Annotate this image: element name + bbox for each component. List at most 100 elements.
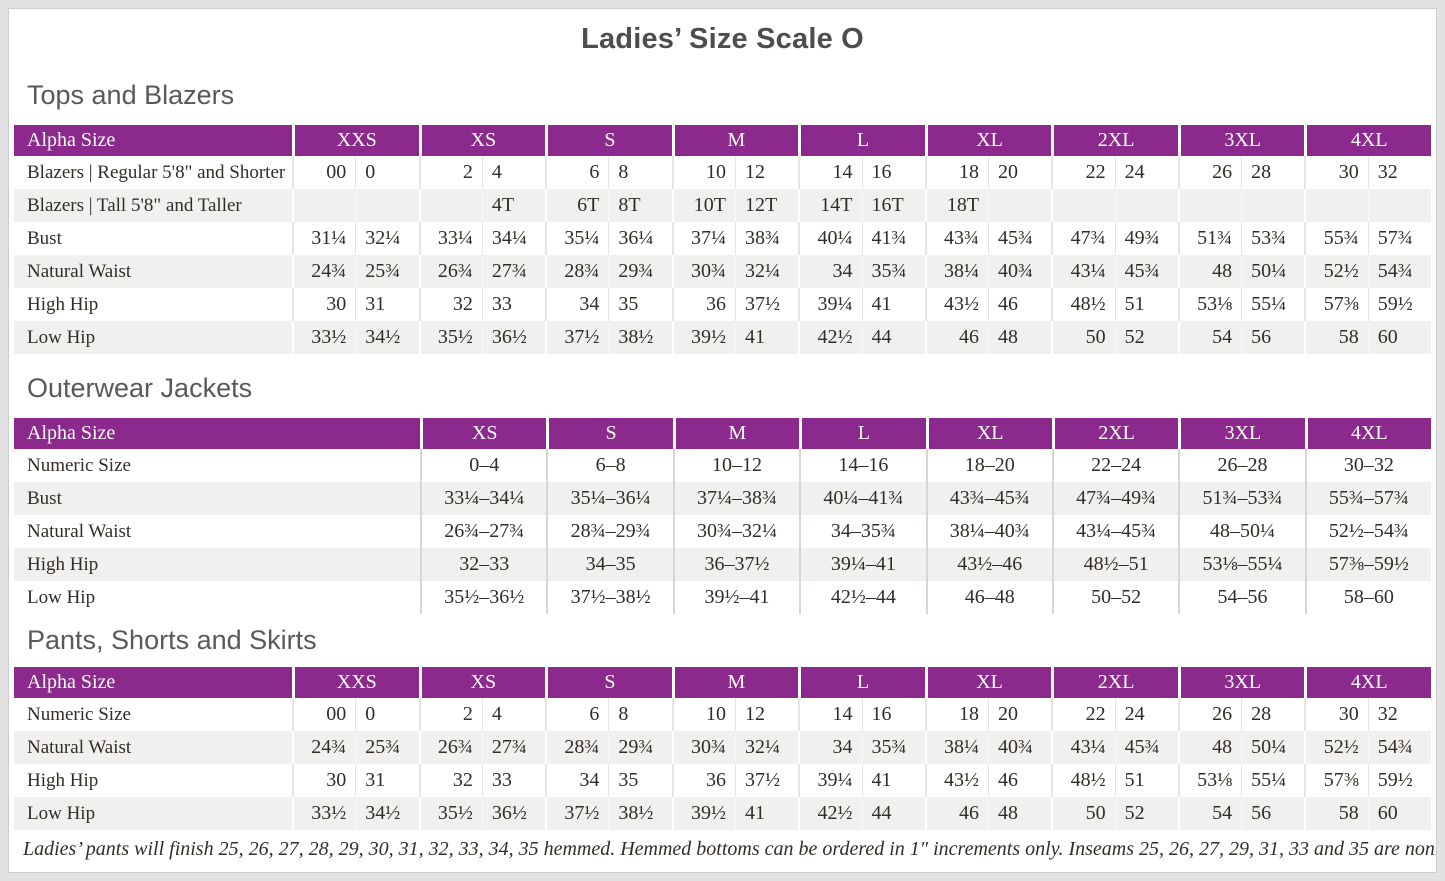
size-cell: 34 bbox=[545, 764, 608, 798]
size-cell: 53⅛–55¼ bbox=[1178, 548, 1305, 582]
size-cell: 38¼ bbox=[924, 731, 989, 765]
row-label-natural-waist: Natural Waist bbox=[27, 520, 132, 542]
size-table-pants-shorts-and-skirts: Alpha Size XXS XS S M L XL 2XL 3XL 4XL Numeric Siz… bbox=[14, 667, 1431, 831]
row-label-high-hip: High Hip bbox=[27, 769, 99, 791]
size-cell: 46 bbox=[924, 321, 989, 355]
size-cell: 50 bbox=[1051, 797, 1115, 831]
size-cell: 10 bbox=[671, 698, 735, 732]
column-header-s: S bbox=[546, 418, 673, 450]
size-cell: 18–20 bbox=[925, 449, 1052, 483]
size-cell: 26 bbox=[1177, 156, 1241, 190]
column-header-s: S bbox=[545, 125, 672, 157]
column-header-xs: XS bbox=[418, 125, 546, 157]
size-cell: 27¾ bbox=[481, 731, 546, 765]
size-cell: 14–16 bbox=[799, 449, 925, 483]
size-cell: 45¾ bbox=[1114, 731, 1178, 765]
size-cell: 26–28 bbox=[1178, 449, 1304, 483]
size-cell: 37¼–38¾ bbox=[672, 482, 800, 516]
size-cell: 35 bbox=[608, 288, 671, 322]
size-cell: 28¾ bbox=[545, 255, 609, 289]
size-cell: 54 bbox=[1177, 797, 1242, 831]
size-cell: 12T bbox=[734, 189, 799, 223]
size-cell: 29¾ bbox=[608, 255, 672, 289]
row-label-numeric-size: Numeric Size bbox=[27, 703, 131, 725]
size-cell: 24 bbox=[1114, 698, 1178, 732]
size-cell: 27¾ bbox=[481, 255, 546, 289]
size-cell: 45¾ bbox=[1114, 255, 1178, 289]
size-cell: 30 bbox=[1304, 698, 1367, 732]
size-cell: 54 bbox=[1177, 321, 1242, 355]
size-cell: 30¾ bbox=[671, 255, 735, 289]
column-header-xs: XS bbox=[420, 418, 547, 450]
size-cell: 50¼ bbox=[1241, 255, 1305, 289]
size-cell: 37½ bbox=[545, 797, 609, 831]
size-cell: 43¼ bbox=[1051, 731, 1115, 765]
size-cell: 25¾ bbox=[355, 255, 419, 289]
size-cell: 31 bbox=[355, 764, 418, 798]
size-cell: 57¾ bbox=[1367, 222, 1431, 256]
size-cell: 38¾ bbox=[734, 222, 798, 256]
size-cell: 47¾–49¾ bbox=[1051, 482, 1179, 516]
size-cell: 36½ bbox=[481, 797, 546, 831]
size-cell: 41 bbox=[861, 764, 925, 798]
size-cell: 10 bbox=[671, 156, 735, 190]
row-label-high-hip: High Hip bbox=[27, 293, 99, 315]
size-cell: 49¾ bbox=[1114, 222, 1178, 256]
size-cell: 57⅜ bbox=[1304, 288, 1367, 322]
section-pants-shorts-and-skirts: Pants, Shorts and Skirts Alpha Size XXS XS… bbox=[9, 623, 1436, 831]
size-cell: 46–48 bbox=[925, 581, 1052, 615]
size-cell: 54¾ bbox=[1367, 255, 1431, 289]
size-cell: 55¾ bbox=[1304, 222, 1367, 256]
size-cell: 39¼–41 bbox=[799, 548, 926, 582]
column-header-xs: XS bbox=[418, 667, 546, 699]
size-cell: 37½ bbox=[545, 321, 609, 355]
size-cell: 24 bbox=[1114, 156, 1178, 190]
size-cell bbox=[988, 189, 1052, 223]
size-cell: 34 bbox=[545, 288, 608, 322]
size-cell: 35¼ bbox=[545, 222, 608, 256]
size-cell: 32¼ bbox=[734, 731, 799, 765]
size-cell bbox=[1367, 189, 1431, 223]
size-cell: 31 bbox=[355, 288, 418, 322]
size-cell: 50 bbox=[1051, 321, 1115, 355]
page-title: Ladies’ Size Scale O bbox=[581, 23, 864, 55]
size-cell: 41 bbox=[734, 321, 799, 355]
size-cell: 36–37½ bbox=[672, 548, 800, 582]
size-cell: 58 bbox=[1304, 797, 1368, 831]
size-cell: 53¾ bbox=[1241, 222, 1304, 256]
size-cell: 56 bbox=[1241, 321, 1305, 355]
row-label-low-hip: Low Hip bbox=[14, 797, 292, 831]
size-cell: 32 bbox=[1367, 156, 1431, 190]
size-cell: 53⅛ bbox=[1177, 288, 1241, 322]
size-cell: 37½ bbox=[734, 764, 798, 798]
size-cell: 14 bbox=[798, 156, 861, 190]
size-cell bbox=[1241, 189, 1305, 223]
size-cell: 51 bbox=[1114, 764, 1178, 798]
size-cell: 30 bbox=[1304, 156, 1367, 190]
size-cell: 47¾ bbox=[1051, 222, 1114, 256]
row-label-high-hip: High Hip bbox=[14, 548, 420, 582]
size-cell: 43½ bbox=[924, 764, 988, 798]
size-cell: 8T bbox=[608, 189, 672, 223]
size-cell: 26 bbox=[1177, 698, 1241, 732]
column-header-l: L bbox=[799, 418, 926, 450]
size-cell: 36¼ bbox=[608, 222, 671, 256]
size-cell: 20 bbox=[988, 698, 1051, 732]
size-cell: 55¾–57¾ bbox=[1304, 482, 1431, 516]
size-cell: 58 bbox=[1304, 321, 1368, 355]
size-cell: 32¼ bbox=[355, 222, 418, 256]
size-cell: 50–52 bbox=[1051, 581, 1178, 615]
size-cell: 42½ bbox=[798, 321, 862, 355]
size-cell: 34–35¾ bbox=[799, 515, 925, 549]
size-cell: 18 bbox=[924, 698, 988, 732]
size-cell: 60 bbox=[1367, 321, 1431, 355]
size-cell: 30 bbox=[292, 288, 355, 322]
size-cell: 43½ bbox=[924, 288, 988, 322]
size-cell: 36 bbox=[671, 764, 735, 798]
column-header-2xl: 2XL bbox=[1051, 125, 1178, 157]
size-cell: 48½ bbox=[1051, 288, 1114, 322]
row-label-low-hip: Low Hip bbox=[27, 586, 96, 608]
size-cell: 52½ bbox=[1304, 731, 1368, 765]
size-cell bbox=[1051, 189, 1115, 223]
size-cell: 48 bbox=[1177, 731, 1242, 765]
